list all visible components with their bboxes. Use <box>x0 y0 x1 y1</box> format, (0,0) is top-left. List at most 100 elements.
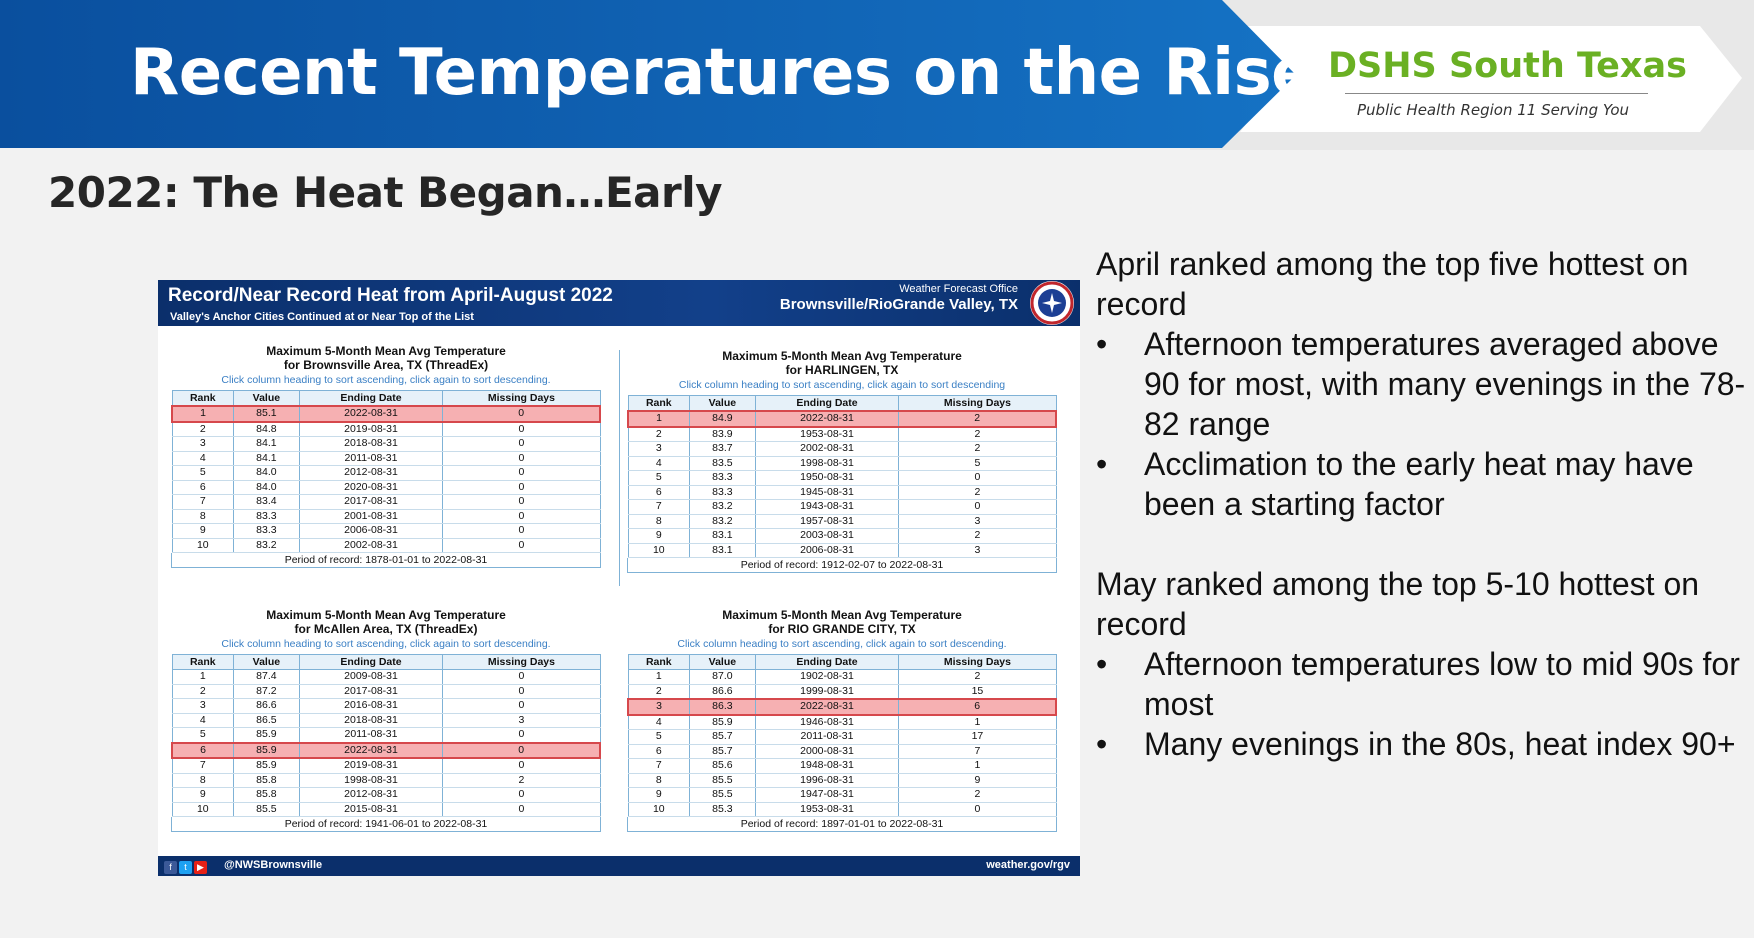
table-row: 4 85.9 1946-08-31 1 <box>627 714 1057 730</box>
table-cell: 2017-08-31 <box>298 684 444 699</box>
table-row: 7 85.6 1948-08-31 1 <box>627 758 1057 774</box>
table-cell: 2011-08-31 <box>298 727 444 743</box>
table-cell: 2019-08-31 <box>298 758 444 774</box>
column-header-rank[interactable]: Rank <box>627 654 691 670</box>
column-header-ending-date[interactable]: Ending Date <box>298 390 444 407</box>
table-cell: 1999-08-31 <box>754 684 900 700</box>
table-cell: 6 <box>627 485 691 500</box>
column-header-missing-days[interactable]: Missing Days <box>442 390 601 407</box>
table-cell: 0 <box>442 405 602 423</box>
heat-infographic: Record/Near Record Heat from April-Augus… <box>158 280 1080 876</box>
column-header-ending-date[interactable]: Ending Date <box>298 654 444 670</box>
org-tagline: Public Health Region 11 Serving You <box>1357 101 1630 119</box>
table-cell: 2011-08-31 <box>298 451 444 466</box>
column-header-missing-days[interactable]: Missing Days <box>442 654 601 670</box>
table-cell: 1947-08-31 <box>754 787 900 803</box>
column-header-value[interactable]: Value <box>233 390 300 407</box>
table-title: Maximum 5-Month Mean Avg Temperature <box>266 344 506 358</box>
table-cell: 85.3 <box>689 802 756 817</box>
list-item: • Acclimation to the early heat may have … <box>1096 444 1754 524</box>
table-cell: 7 <box>171 758 235 774</box>
table-cell: 2 <box>898 669 1057 685</box>
table-cell: 2 <box>898 410 1058 428</box>
table-cell: 1953-08-31 <box>754 426 900 442</box>
table-cell: 6 <box>171 741 235 759</box>
table-cell: 87.2 <box>233 684 300 699</box>
list-item: • Afternoon temperatures low to mid 90s f… <box>1096 644 1754 724</box>
table-cell: 85.7 <box>689 729 756 745</box>
social-handle[interactable]: @NWSBrownsville <box>224 859 323 871</box>
table-cell: 0 <box>442 451 601 466</box>
table-cell: 85.5 <box>689 773 756 788</box>
table-cell: 83.1 <box>689 543 756 558</box>
table-cell: 83.3 <box>233 509 300 524</box>
table-row: 9 83.3 2006-08-31 0 <box>171 523 601 539</box>
table-cell: 6 <box>171 480 235 495</box>
table-cell: 85.8 <box>233 773 300 788</box>
table-cell: 2002-08-31 <box>298 538 444 553</box>
table-row: 2 87.2 2017-08-31 0 <box>171 684 601 699</box>
table-cell: 87.0 <box>689 669 756 685</box>
sort-hint: Click column heading to sort ascending, … <box>677 638 1007 650</box>
website-link[interactable]: weather.gov/rgv <box>986 859 1070 871</box>
table-cell: 85.5 <box>689 787 756 803</box>
table-cell: 0 <box>442 538 601 553</box>
table-row: 10 83.2 2002-08-31 0 <box>171 538 601 553</box>
table-row: 2 86.6 1999-08-31 15 <box>627 684 1057 700</box>
table-cell: 2022-08-31 <box>754 698 900 716</box>
table-cell: 2002-08-31 <box>754 441 900 457</box>
table-cell: 0 <box>442 421 601 437</box>
table-cell: 8 <box>627 773 691 788</box>
table-cell: 2012-08-31 <box>298 787 444 803</box>
bullet-text: Acclimation to the early heat may have b… <box>1144 446 1694 522</box>
column-header-value[interactable]: Value <box>689 395 756 412</box>
facebook-icon[interactable]: f <box>164 861 177 875</box>
table-cell: 0 <box>442 802 601 817</box>
table-cell: 2017-08-31 <box>298 494 444 510</box>
table-cell: 1948-08-31 <box>754 758 900 774</box>
table-cell: 4 <box>171 451 235 466</box>
table-cell: 84.1 <box>233 436 300 452</box>
table-cell: 17 <box>898 729 1057 745</box>
table-cell: 9 <box>627 787 691 803</box>
table-cell: 5 <box>171 727 235 743</box>
logo-panel <box>1240 26 1742 132</box>
table-cell: 2018-08-31 <box>298 436 444 452</box>
twitter-icon[interactable]: t <box>179 861 192 875</box>
table-row: 2 84.8 2019-08-31 0 <box>171 421 601 437</box>
table-cell: 1950-08-31 <box>754 470 900 486</box>
table-cell: 83.3 <box>689 470 756 486</box>
table-cell: 83.2 <box>689 514 756 529</box>
office-location: Brownsville/RioGrande Valley, TX <box>779 296 1018 313</box>
table-row: 4 86.5 2018-08-31 3 <box>171 713 601 728</box>
table-cell: 83.2 <box>233 538 300 553</box>
bullet-icon: • <box>1096 446 1108 482</box>
column-header-ending-date[interactable]: Ending Date <box>754 395 900 412</box>
table-cell: 2 <box>171 421 235 437</box>
table-row: 1 87.4 2009-08-31 0 <box>171 669 601 685</box>
table-cell: 7 <box>171 494 235 510</box>
column-header-missing-days[interactable]: Missing Days <box>898 395 1057 412</box>
table-cell: 86.5 <box>233 713 300 728</box>
bullet-icon: • <box>1096 646 1108 682</box>
youtube-icon[interactable]: ▶ <box>194 861 207 875</box>
table-location: for RIO GRANDE CITY, TX <box>768 622 916 636</box>
table-cell: 83.9 <box>689 426 756 442</box>
table-cell: 2 <box>627 426 691 442</box>
table-cell: 1 <box>627 410 691 428</box>
column-header-rank[interactable]: Rank <box>171 390 235 407</box>
table-cell: 85.9 <box>233 758 300 774</box>
column-header-missing-days[interactable]: Missing Days <box>898 654 1057 670</box>
column-header-value[interactable]: Value <box>689 654 756 670</box>
ranking-table: Rank Value Ending Date Missing Days 1 87.4 200… <box>171 654 602 817</box>
table-row: 9 85.8 2012-08-31 0 <box>171 787 601 803</box>
column-header-rank[interactable]: Rank <box>171 654 235 670</box>
column-header-ending-date[interactable]: Ending Date <box>754 654 900 670</box>
table-cell: 85.5 <box>233 802 300 817</box>
table-row: 7 83.2 1943-08-31 0 <box>627 499 1057 515</box>
column-header-rank[interactable]: Rank <box>627 395 691 412</box>
column-header-value[interactable]: Value <box>233 654 300 670</box>
table-row: 9 83.1 2003-08-31 2 <box>627 528 1057 544</box>
table-cell: 9 <box>898 773 1057 788</box>
april-points: • Afternoon temperatures averaged above 9… <box>1096 324 1754 524</box>
